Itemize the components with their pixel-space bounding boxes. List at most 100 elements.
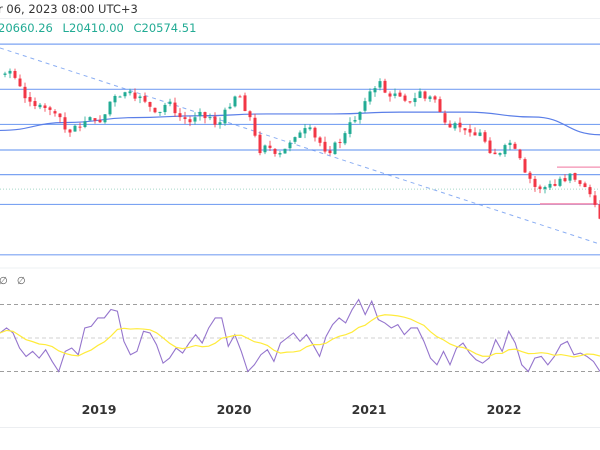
candle-body [3, 73, 7, 75]
candle-body [243, 95, 247, 111]
candle-body [408, 101, 412, 103]
candle-body [348, 122, 352, 134]
candle-body [98, 119, 102, 123]
candle-body [133, 92, 137, 99]
candle-body [53, 111, 57, 114]
candle-body [568, 173, 572, 181]
candle-body [93, 118, 97, 121]
rsi-ma-line [0, 314, 600, 358]
candle-body [163, 104, 167, 113]
candle-body [273, 148, 277, 154]
candle-body [378, 81, 382, 88]
candle-body [248, 111, 252, 118]
candle-body [193, 117, 197, 122]
x-tick-label: 2021 [351, 402, 387, 417]
candle-body [108, 101, 112, 115]
candle-body [598, 204, 600, 219]
candle-body [233, 96, 237, 107]
candle-body [183, 117, 187, 120]
candle-body [88, 117, 92, 121]
ohlc-readout: 20660.26 L20410.00 C20574.51 [0, 21, 202, 35]
candle-body [498, 153, 502, 155]
candle-body [593, 195, 597, 205]
candle-body [418, 91, 422, 98]
candle-body [213, 116, 217, 125]
candle-body [63, 117, 67, 130]
candle-body [353, 120, 357, 122]
candle-body [223, 109, 227, 124]
candle-body [563, 178, 567, 182]
candle-body [488, 140, 492, 154]
candle-body [218, 122, 222, 125]
high-value: 20660.26 [0, 21, 53, 35]
candle-body [438, 99, 442, 112]
candle-body [78, 126, 82, 128]
candle-body [583, 183, 587, 188]
candle-body [458, 122, 462, 128]
candle-body [493, 152, 497, 155]
candle-body [403, 95, 407, 101]
candle-body [168, 101, 172, 104]
x-tick-label: 2022 [486, 402, 522, 417]
candle-body [478, 132, 482, 136]
candle-body [573, 173, 577, 180]
candle-body [123, 92, 127, 97]
candle-body [28, 97, 32, 102]
candle-body [448, 123, 452, 128]
low-value: 20410.00 [68, 21, 124, 35]
candle-body [283, 148, 287, 154]
candle-body [113, 96, 117, 103]
candle-body [333, 142, 337, 155]
candle-body [533, 178, 537, 187]
candle-body [178, 113, 182, 118]
candle-body [83, 121, 87, 127]
candle-body [473, 132, 477, 136]
candle-body [13, 70, 17, 78]
candle-body [203, 112, 207, 119]
candle-body [198, 111, 202, 117]
candle-body [443, 113, 447, 123]
x-tick-label: 2020 [216, 402, 252, 417]
candle-body [238, 96, 242, 98]
candle-body [578, 180, 582, 184]
candle-body [373, 88, 377, 93]
time-axis-border [0, 427, 600, 428]
x-tick-label: 2019 [81, 402, 117, 417]
candle-body [303, 128, 307, 134]
candle-body [43, 105, 47, 108]
candle-body [413, 98, 417, 103]
candle-body [388, 93, 392, 97]
candle-body [148, 102, 152, 107]
rsi-line [0, 298, 600, 373]
candle-body [188, 119, 192, 123]
candle-body [393, 93, 397, 96]
candle-body [358, 111, 362, 120]
candle-body [463, 128, 467, 131]
candle-body [513, 143, 517, 149]
candle-body [253, 117, 257, 136]
candle-body [263, 145, 267, 153]
candle-body [318, 137, 322, 143]
candle-body [138, 96, 142, 99]
candle-body [298, 132, 302, 138]
bar-date: r 06, 2023 08:00 UTC+3 [0, 2, 138, 16]
candle-body [343, 133, 347, 144]
candle-body [323, 141, 327, 152]
candle-body [33, 101, 37, 107]
candle-body [588, 187, 592, 195]
candle-body [173, 102, 177, 114]
candle-body [453, 123, 457, 129]
candle-body [18, 78, 22, 87]
candle-body [518, 149, 522, 159]
chart-header: r 06, 2023 08:00 UTC+3 [0, 0, 600, 19]
candle-body [158, 111, 162, 113]
candle-body [268, 145, 272, 148]
candle-body [118, 96, 122, 98]
candle-body [433, 96, 437, 100]
candle-body [528, 172, 532, 179]
candle-body [258, 134, 262, 154]
candle-body [313, 127, 317, 138]
low-prefix: L [62, 21, 69, 35]
candle-body [58, 113, 62, 118]
